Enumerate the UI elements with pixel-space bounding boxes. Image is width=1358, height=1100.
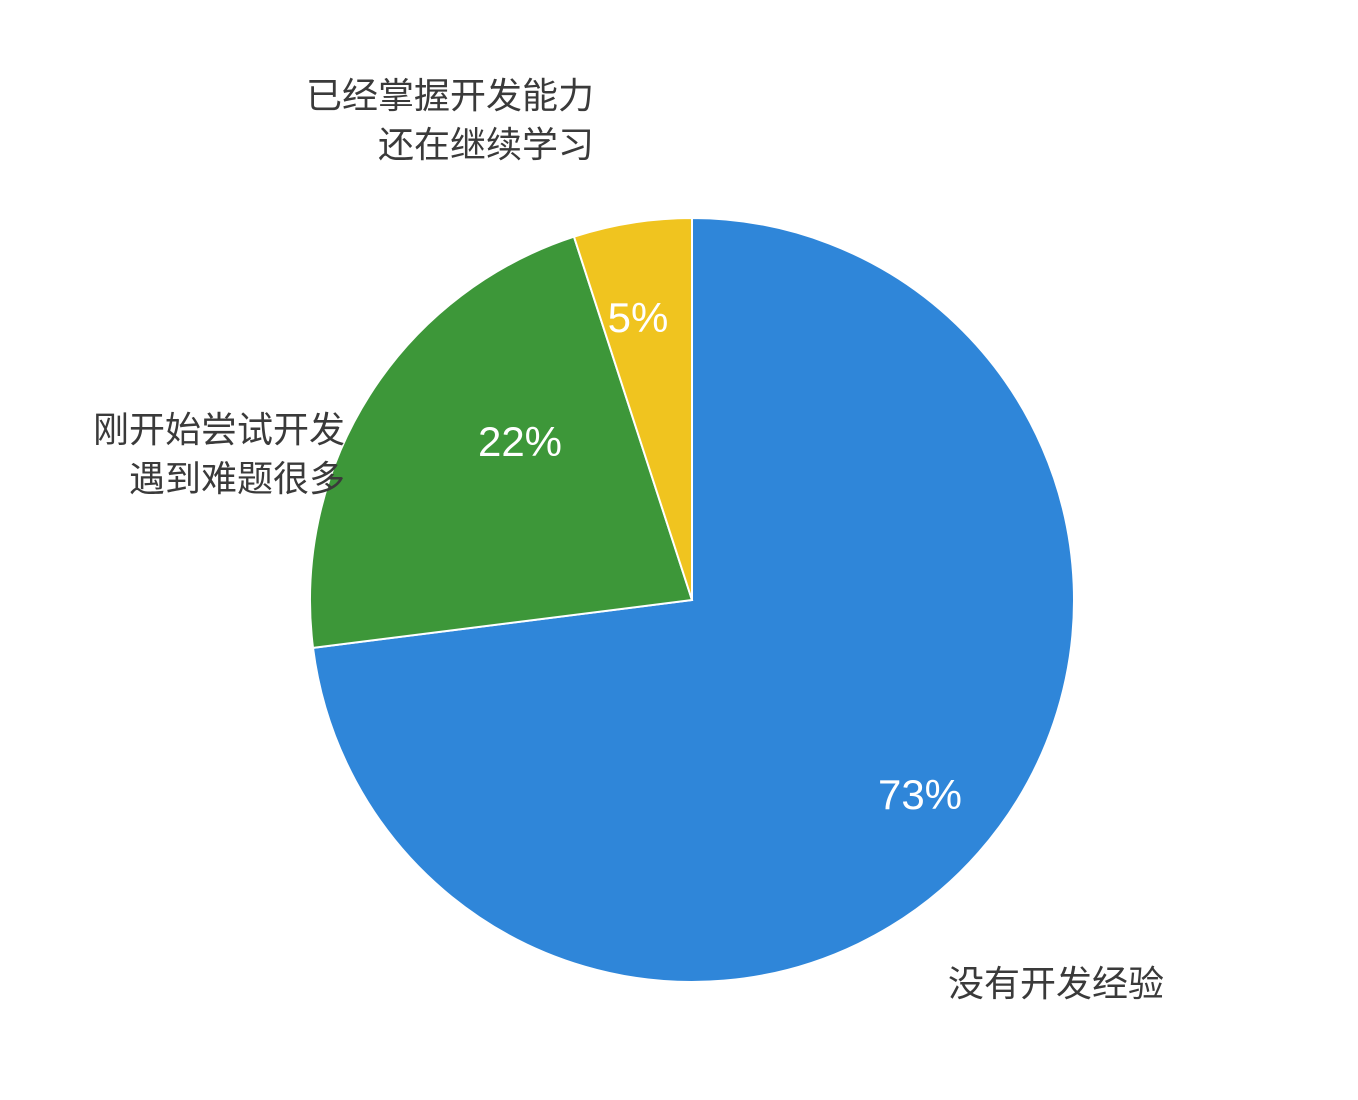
pie-chart-svg: [0, 0, 1358, 1100]
slice-label: 刚开始尝试开发 遇到难题很多: [45, 406, 345, 503]
slice-label: 没有开发经验: [948, 960, 1164, 1009]
slice-percent: 73%: [878, 771, 962, 819]
pie-chart-container: 73% 没有开发经验 22% 刚开始尝试开发 遇到难题很多 5% 已经掌握开发能力 还在继…: [0, 0, 1358, 1100]
slice-percent: 22%: [478, 418, 562, 466]
slice-percent: 5%: [608, 294, 669, 342]
slice-label: 已经掌握开发能力 还在继续学习: [254, 72, 594, 169]
